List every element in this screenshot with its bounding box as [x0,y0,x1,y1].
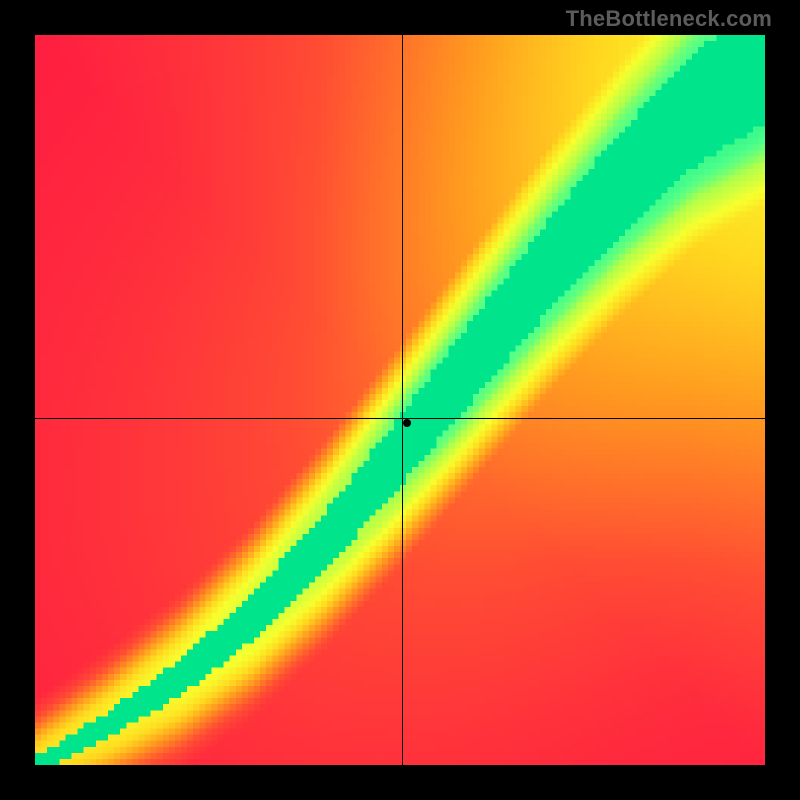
heatmap-plot [35,35,765,765]
heatmap-canvas [35,35,765,765]
watermark-text: TheBottleneck.com [566,6,772,32]
crosshair-vertical [402,35,403,765]
chart-container: { "watermark": { "text": "TheBottleneck.… [0,0,800,800]
crosshair-horizontal [35,418,765,419]
marker-dot [403,419,411,427]
